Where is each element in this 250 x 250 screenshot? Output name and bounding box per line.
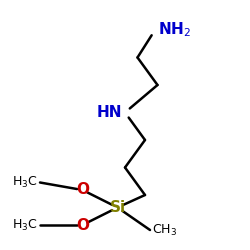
- Text: O: O: [76, 218, 89, 232]
- Text: HN: HN: [97, 105, 122, 120]
- Text: NH$_2$: NH$_2$: [158, 21, 190, 39]
- Text: O: O: [76, 182, 89, 198]
- Text: CH$_3$: CH$_3$: [152, 222, 178, 238]
- Text: H$_3$C: H$_3$C: [12, 218, 38, 232]
- Text: H$_3$C: H$_3$C: [12, 175, 38, 190]
- Text: Si: Si: [110, 200, 126, 215]
